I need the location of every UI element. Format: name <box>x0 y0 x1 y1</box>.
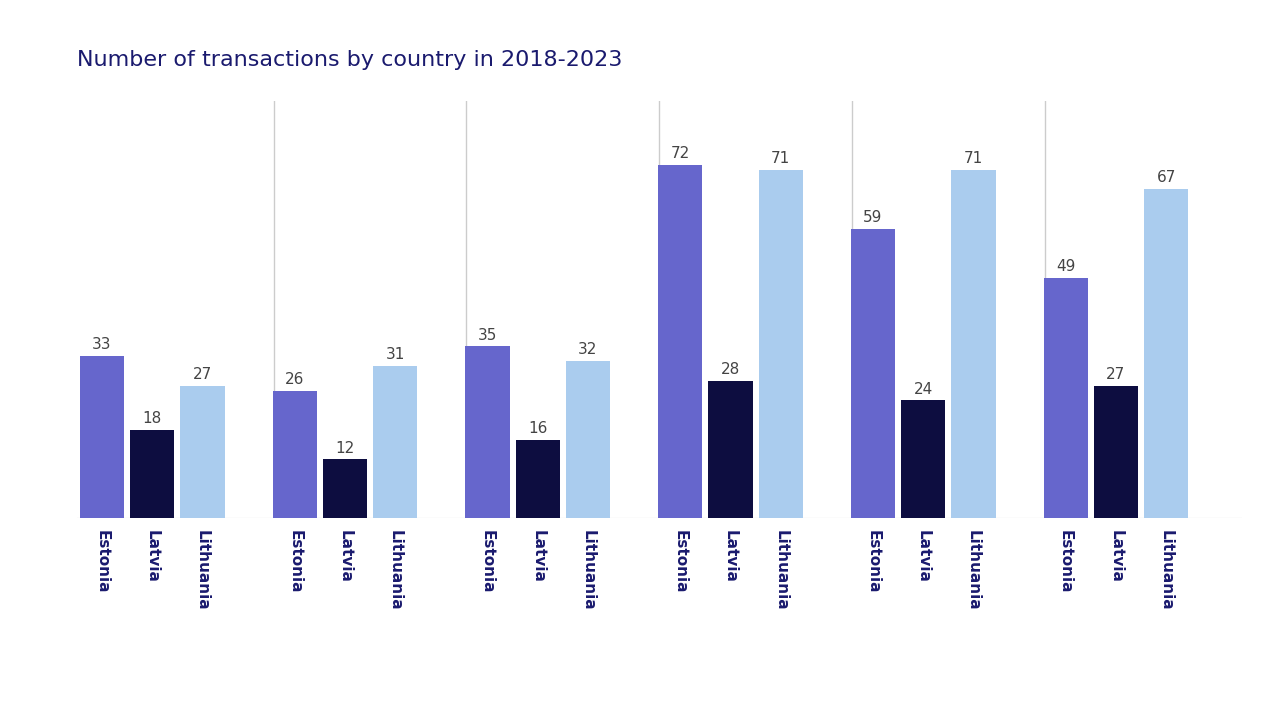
Text: Number of transactions by country in 2018-2023: Number of transactions by country in 201… <box>77 50 622 71</box>
Bar <box>273 391 316 518</box>
Text: 32: 32 <box>579 342 598 357</box>
Text: 71: 71 <box>964 150 983 166</box>
Text: 35: 35 <box>477 328 497 343</box>
Text: 16: 16 <box>529 421 548 436</box>
Bar <box>851 228 895 518</box>
Bar <box>1094 386 1138 518</box>
Text: 67: 67 <box>1157 171 1176 185</box>
Text: 26: 26 <box>285 372 305 387</box>
Text: 59: 59 <box>863 210 883 225</box>
Bar <box>1043 278 1088 518</box>
Bar <box>516 440 559 518</box>
Bar <box>566 361 611 518</box>
Bar <box>759 170 803 518</box>
Bar <box>180 386 224 518</box>
Bar <box>658 165 703 518</box>
Bar <box>79 356 124 518</box>
Text: 28: 28 <box>721 362 740 377</box>
Bar <box>901 400 946 518</box>
Text: 71: 71 <box>771 150 790 166</box>
Text: 12: 12 <box>335 441 355 456</box>
Bar <box>951 170 996 518</box>
Text: 33: 33 <box>92 338 111 352</box>
Bar <box>708 381 753 518</box>
Bar <box>131 430 174 518</box>
Text: 18: 18 <box>142 411 161 426</box>
Text: 27: 27 <box>1106 366 1125 382</box>
Text: 31: 31 <box>385 347 404 362</box>
Bar <box>323 459 367 518</box>
Text: 27: 27 <box>193 366 212 382</box>
Bar <box>372 366 417 518</box>
Text: 72: 72 <box>671 145 690 161</box>
Text: 24: 24 <box>914 382 933 397</box>
Text: 49: 49 <box>1056 258 1075 274</box>
Bar <box>466 346 509 518</box>
Bar <box>1144 189 1188 518</box>
